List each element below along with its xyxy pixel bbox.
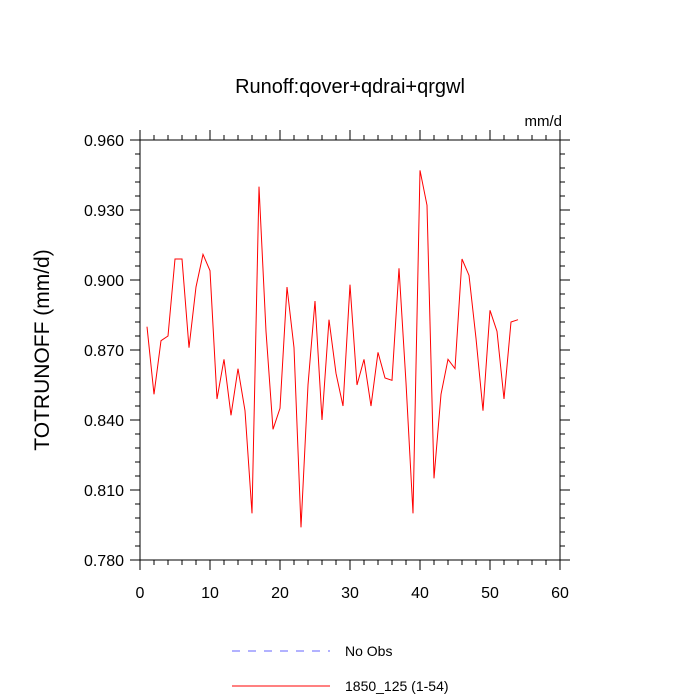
chart-title: Runoff:qover+qdrai+qrgwl [235, 76, 465, 98]
y-tick-label: 0.960 [84, 133, 124, 150]
x-tick-label: 20 [271, 585, 289, 602]
legend: No Obs 1850_125 (1-54) [232, 643, 449, 694]
y-tick-label: 0.870 [84, 343, 124, 360]
x-tick-label: 30 [341, 585, 359, 602]
x-tick-label: 0 [136, 585, 145, 602]
y-tick-label: 0.840 [84, 413, 124, 430]
y-tick-label: 0.810 [84, 483, 124, 500]
x-tick-label: 60 [551, 585, 569, 602]
units-label: mm/d [525, 113, 563, 130]
y-tick-label: 0.900 [84, 273, 124, 290]
plot-frame [139, 139, 561, 561]
x-tick-label: 50 [481, 585, 499, 602]
legend-label-no-obs: No Obs [345, 643, 392, 659]
y-tick-label: 0.930 [84, 203, 124, 220]
axis-ticks [130, 130, 570, 570]
y-tick-labels: 0.780 0.810 0.840 0.870 0.900 0.930 0.960 [84, 133, 124, 570]
legend-label-1850-125: 1850_125 (1-54) [345, 678, 449, 694]
series-line-1 [146, 170, 519, 528]
x-tick-label: 40 [411, 585, 429, 602]
series-layer [146, 170, 519, 528]
x-tick-labels: 0 10 20 30 40 50 60 [136, 585, 569, 602]
y-axis-label: TOTRUNOFF (mm/d) [31, 249, 54, 450]
y-tick-label: 0.780 [84, 553, 124, 570]
x-tick-label: 10 [201, 585, 219, 602]
